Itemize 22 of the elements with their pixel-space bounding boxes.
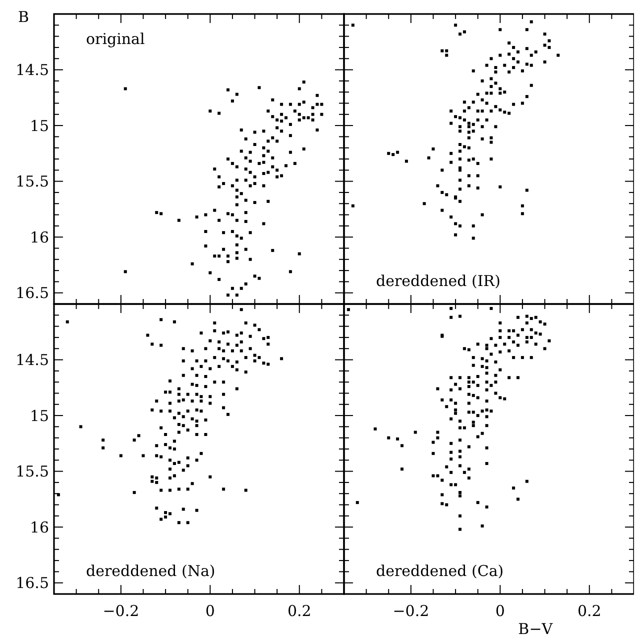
y-tick-label: 15.5 [16,462,49,481]
x-tick-label: 0 [495,602,505,620]
y-tick-label: 16 [30,518,49,536]
y-tick-label: 16 [30,228,49,246]
y-tick-label: 15 [30,406,49,425]
x-tick-label: −0.2 [392,602,430,620]
y-tick-label: 14.5 [16,351,49,370]
annotation: dereddened (IR) [376,272,500,290]
annotation: dereddened (Ca) [376,562,504,580]
y-tick-label: 14.5 [16,61,49,80]
x-tick-label: 0.2 [577,602,602,620]
x-tick-label: 0.2 [287,602,312,620]
annotation: original [86,30,145,48]
annotation: dereddened (Na) [86,562,216,580]
x-tick-label: −0.2 [102,602,140,620]
y-tick-label: 16.5 [16,284,49,302]
y-axis-title: B [18,8,30,26]
x-tick-label: 0 [205,602,215,620]
x-axis-title: B−V [518,620,554,638]
y-tick-label: 16.5 [16,574,49,592]
y-tick-label: 15.5 [16,172,49,191]
y-tick-label: 15 [30,116,49,135]
